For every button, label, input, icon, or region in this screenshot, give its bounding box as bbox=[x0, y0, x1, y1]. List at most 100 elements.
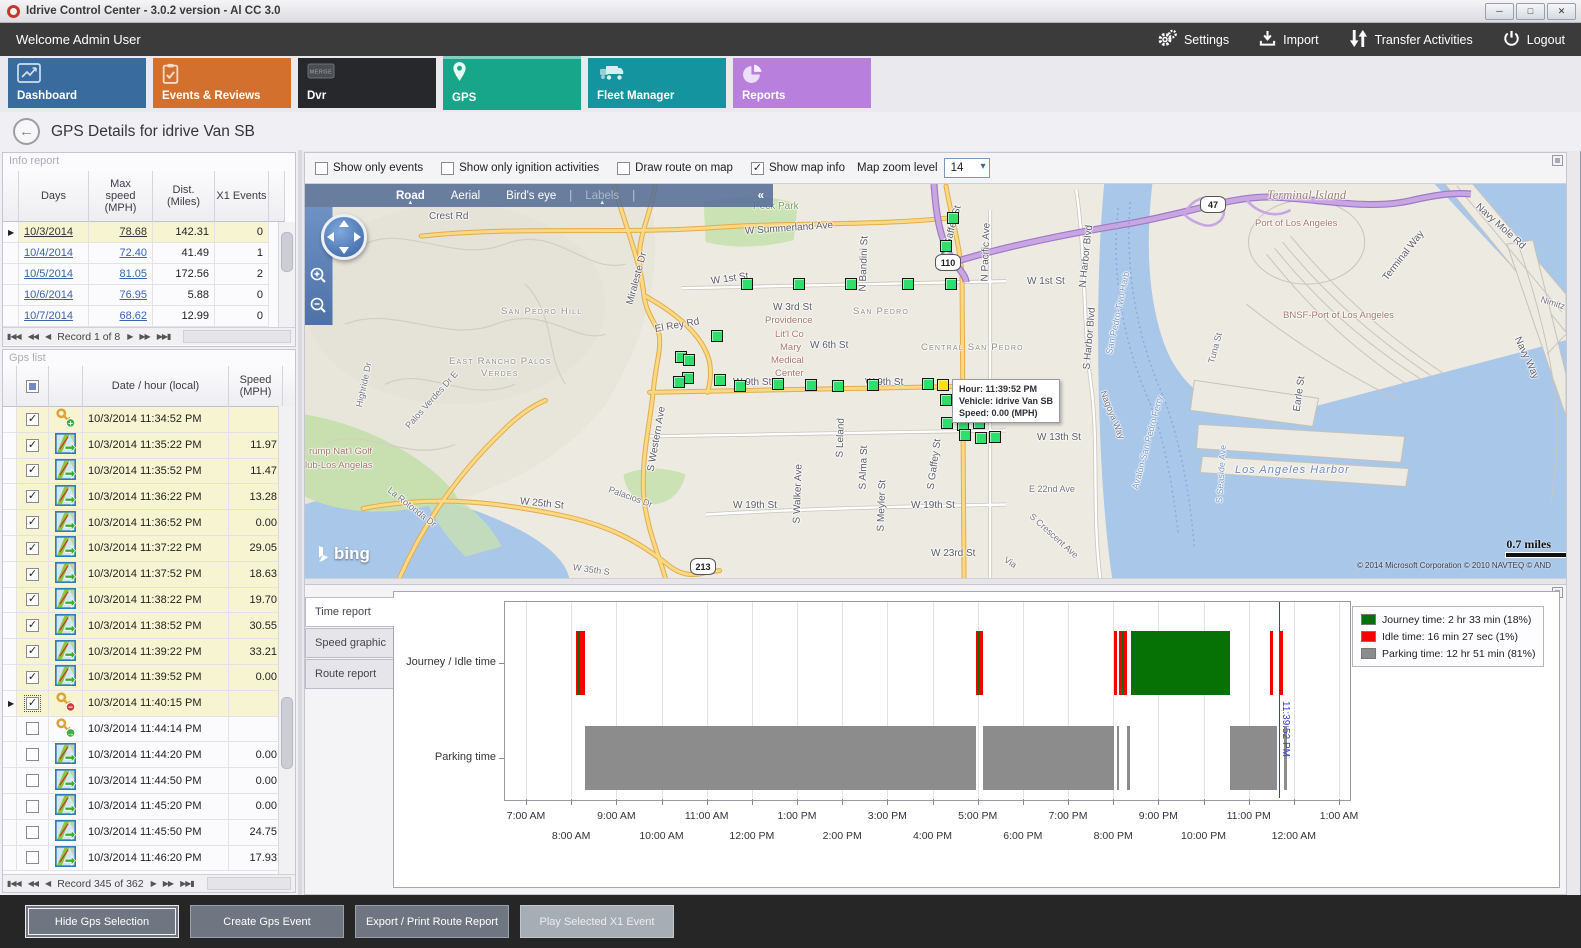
gps-row[interactable]: 10/3/2014 11:44:50 PM 0.00 bbox=[3, 768, 283, 794]
row-checkbox[interactable] bbox=[26, 438, 39, 452]
gps-row[interactable]: 10/3/2014 11:44:20 PM 0.00 bbox=[3, 742, 283, 769]
checkbox[interactable] bbox=[441, 161, 455, 175]
row-checkbox[interactable] bbox=[26, 593, 39, 607]
gps-list-pager[interactable]: ▮◀◀ ◀◀ ◀ Record 345 of 362 ▶ ▶▶ ▶▶▮ bbox=[3, 874, 295, 892]
scrollbar-thumb[interactable] bbox=[281, 232, 293, 272]
table-row[interactable]: 10/7/2014 68.62 12.99 0 bbox=[3, 306, 295, 327]
row-checkbox[interactable] bbox=[26, 825, 39, 839]
row-checkbox[interactable] bbox=[26, 645, 39, 659]
map-option-draw-route-on-map[interactable]: Draw route on map bbox=[617, 161, 733, 175]
row-checkbox[interactable] bbox=[26, 516, 39, 530]
gps-row[interactable]: +10/3/2014 11:34:52 PM bbox=[3, 407, 283, 433]
gps-marker[interactable] bbox=[947, 212, 959, 224]
day-link[interactable]: 10/6/2014 bbox=[24, 289, 73, 301]
pager-prev-button[interactable]: ◀◀ bbox=[27, 879, 39, 888]
back-button[interactable]: ← bbox=[13, 118, 40, 145]
gps-marker[interactable] bbox=[673, 376, 685, 388]
pager-next-button[interactable]: ▶▶▮ bbox=[156, 332, 172, 341]
row-checkbox[interactable] bbox=[26, 412, 39, 426]
pager-next-button[interactable]: ▶▶ bbox=[162, 879, 174, 888]
bing-map[interactable]: Road ▲ Aerial Bird's eye | Labels ▲ | « Crest Rd… bbox=[305, 183, 1566, 578]
pager-next-button[interactable]: ▶▶ bbox=[139, 332, 150, 341]
gps-marker[interactable] bbox=[793, 278, 805, 290]
map-view-labels[interactable]: Labels ▲ bbox=[585, 189, 620, 206]
gps-marker[interactable] bbox=[741, 278, 753, 290]
gps-marker[interactable] bbox=[714, 374, 726, 386]
gps-row[interactable]: ▶ −10/3/2014 11:40:15 PM bbox=[3, 690, 283, 717]
pager-next-button[interactable]: ▶ bbox=[127, 332, 133, 341]
gps-row[interactable]: 10/3/2014 11:39:52 PM0.00 bbox=[3, 664, 283, 691]
map-option-show-map-info[interactable]: Show map info bbox=[750, 161, 845, 175]
pager-prev-button[interactable]: ◀◀ bbox=[27, 332, 39, 341]
gps-row[interactable]: 10/3/2014 11:45:50 PM 24.75 bbox=[3, 819, 283, 846]
map-bar-collapse-button[interactable]: « bbox=[757, 189, 764, 202]
row-checkbox[interactable] bbox=[26, 722, 39, 736]
gps-marker[interactable] bbox=[959, 429, 971, 441]
day-link[interactable]: 10/7/2014 bbox=[24, 310, 73, 322]
gps-marker[interactable] bbox=[772, 378, 784, 390]
gps-marker[interactable] bbox=[989, 431, 1001, 443]
map-zoom-in-button[interactable] bbox=[309, 266, 328, 285]
pager-hscrollbar[interactable] bbox=[183, 330, 291, 343]
maximize-button[interactable]: □ bbox=[1516, 2, 1545, 20]
table-row[interactable]: 10/5/2014 81.05 172.56 2 bbox=[3, 264, 295, 285]
tab-fleet-manager[interactable]: Fleet Manager bbox=[588, 58, 726, 108]
row-checkbox[interactable] bbox=[26, 464, 39, 478]
gps-marker[interactable] bbox=[941, 417, 953, 429]
top-action-logout[interactable]: Logout bbox=[1503, 30, 1565, 50]
max-speed-link[interactable]: 76.95 bbox=[119, 289, 147, 301]
pager-prev-button[interactable]: ▮◀◀ bbox=[7, 332, 22, 341]
gps-marker[interactable] bbox=[922, 378, 934, 390]
gps-row[interactable]: → 10/3/2014 11:44:14 PM bbox=[3, 716, 283, 743]
hide-gps-selection-button[interactable]: Hide Gps Selection bbox=[25, 905, 179, 938]
max-speed-link[interactable]: 81.05 bbox=[119, 268, 147, 280]
map-view-aerial[interactable]: Aerial bbox=[450, 189, 481, 202]
tab-gps[interactable]: GPS bbox=[443, 56, 581, 110]
table-row[interactable]: 10/4/2014 72.40 41.49 1 bbox=[3, 243, 295, 264]
table-row[interactable]: 10/6/2014 76.95 5.88 0 bbox=[3, 285, 295, 306]
map-option-show-only-events[interactable]: Show only events bbox=[315, 161, 423, 175]
select-all-checkbox[interactable] bbox=[26, 379, 39, 393]
row-checkbox[interactable] bbox=[26, 774, 39, 788]
export-print-route-report-button[interactable]: Export / Print Route Report bbox=[355, 905, 509, 938]
map-zoom-level-select[interactable]: 14 bbox=[943, 158, 990, 178]
create-gps-event-button[interactable]: Create Gps Event bbox=[190, 905, 344, 938]
tab-dvr[interactable]: MERGE Dvr bbox=[298, 58, 436, 108]
pager-prev-button[interactable]: ▮◀◀ bbox=[7, 879, 22, 888]
play-selected-x1-event-button[interactable]: Play Selected X1 Event bbox=[520, 905, 674, 938]
max-speed-link[interactable]: 72.40 bbox=[119, 247, 147, 259]
minimize-button[interactable]: ─ bbox=[1485, 2, 1514, 20]
tab-reports[interactable]: Reports bbox=[733, 58, 871, 108]
pager-next-button[interactable]: ▶▶▮ bbox=[180, 879, 195, 888]
row-checkbox[interactable] bbox=[26, 619, 39, 633]
gps-scrollbar[interactable] bbox=[278, 406, 295, 875]
pager-prev-button[interactable]: ◀ bbox=[45, 879, 51, 888]
close-button[interactable]: ✕ bbox=[1547, 2, 1576, 20]
gps-row[interactable]: 10/3/2014 11:36:52 PM0.00 bbox=[3, 510, 283, 536]
gps-row[interactable]: 10/3/2014 11:46:20 PM 17.93 bbox=[3, 845, 283, 872]
tab-dashboard[interactable]: Dashboard bbox=[8, 58, 146, 108]
info-report-pager[interactable]: ▮◀◀ ◀◀ ◀ Record 1 of 8 ▶ ▶▶ ▶▶▮ bbox=[3, 327, 295, 345]
report-tab-speed-graphic[interactable]: Speed graphic bbox=[305, 628, 393, 658]
day-link[interactable]: 10/3/2014 bbox=[24, 226, 73, 238]
tab-events-reviews[interactable]: Events & Reviews bbox=[153, 58, 291, 108]
gps-row[interactable]: 10/3/2014 11:45:20 PM 0.00 bbox=[3, 793, 283, 820]
checkbox[interactable] bbox=[617, 161, 631, 175]
gps-marker[interactable] bbox=[940, 394, 952, 406]
gps-marker[interactable] bbox=[805, 379, 817, 391]
max-speed-link[interactable]: 68.62 bbox=[119, 310, 147, 322]
gps-marker[interactable] bbox=[867, 379, 879, 391]
report-tab-route-report[interactable]: Route report bbox=[305, 659, 393, 689]
map-compass[interactable] bbox=[321, 214, 367, 260]
day-link[interactable]: 10/5/2014 bbox=[24, 268, 73, 280]
map-zoom-out-button[interactable] bbox=[309, 296, 328, 315]
gps-marker[interactable] bbox=[945, 278, 957, 290]
row-checkbox[interactable] bbox=[26, 851, 39, 865]
row-checkbox[interactable] bbox=[26, 490, 39, 504]
row-checkbox[interactable] bbox=[26, 567, 39, 581]
